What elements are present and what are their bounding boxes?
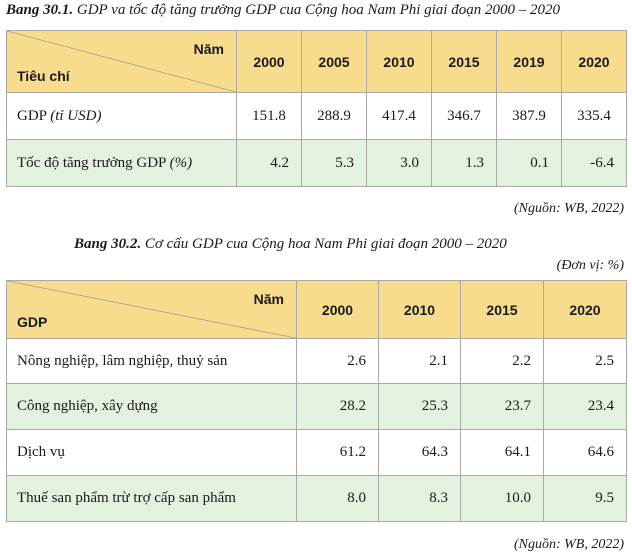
table-row: Nông nghiệp, lâm nghiệp, thuỷ sản 2.6 2.… xyxy=(6,338,627,384)
diagonal-divider xyxy=(7,281,296,338)
table-cell: 64.1 xyxy=(460,429,544,476)
row-label-text: Tốc độ tăng trưởng GDP xyxy=(17,154,170,171)
table-row: Tốc độ tăng trưởng GDP (%) 4.2 5.3 3.0 1… xyxy=(6,139,627,187)
row-label: GDP (tỉ USD) xyxy=(6,92,237,140)
table2-corner-cell: Năm GDP xyxy=(6,280,297,339)
table-cell: 1.3 xyxy=(431,139,497,187)
table-cell: 64.3 xyxy=(378,429,461,476)
table2-source: (Nguồn: WB, 2022) xyxy=(513,537,624,552)
table-cell: -6.4 xyxy=(561,139,627,187)
table-cell: 151.8 xyxy=(236,92,302,140)
table-cell: 3.0 xyxy=(366,139,432,187)
table2: Năm GDP 2000 2010 2015 2020 Nông nghiệp,… xyxy=(6,280,627,522)
row-label: Nông nghiệp, lâm nghiệp, thuỷ sản xyxy=(6,338,297,384)
table1-corner-year-label: Năm xyxy=(193,41,224,57)
row-label: Tốc độ tăng trưởng GDP (%) xyxy=(6,139,237,187)
table-cell: 8.3 xyxy=(378,475,461,522)
table-cell: 8.0 xyxy=(296,475,379,522)
table1-year-header: 2019 xyxy=(496,30,562,93)
row-label-text: GDP xyxy=(17,107,51,124)
table1-caption: Bang 30.1. GDP va tốc độ tăng trưởng GDP… xyxy=(6,2,560,19)
table1: Năm Tiêu chí 2000 2005 2010 2015 2019 20… xyxy=(6,30,627,187)
table-cell: 387.9 xyxy=(496,92,562,140)
row-label: Dịch vụ xyxy=(6,429,297,476)
row-label: Công nghiệp, xây dựng xyxy=(6,383,297,430)
table2-corner-year-label: Năm xyxy=(253,291,284,307)
table-row: Thuế san phẩm trừ trợ cấp san phẩm 8.0 8… xyxy=(6,475,627,522)
table1-caption-number: Bang 30.1. xyxy=(6,2,74,18)
table1-year-header: 2015 xyxy=(431,30,497,93)
table2-year-header: 2000 xyxy=(296,280,379,339)
table-row: Công nghiệp, xây dựng 28.2 25.3 23.7 23.… xyxy=(6,383,627,430)
table-cell: 0.1 xyxy=(496,139,562,187)
table-cell: 28.2 xyxy=(296,383,379,430)
table1-corner-cell: Năm Tiêu chí xyxy=(6,30,237,93)
table1-year-header: 2005 xyxy=(301,30,367,93)
table-cell: 2.6 xyxy=(296,338,379,384)
table2-caption-text: Cơ cấu GDP cua Cộng hoa Nam Phi giai đoạ… xyxy=(141,236,507,252)
table2-header-row: Năm GDP 2000 2010 2015 2020 xyxy=(6,280,627,339)
table2-unit: (Đơn vị: %) xyxy=(556,258,624,273)
table-cell: 23.4 xyxy=(543,383,627,430)
table-cell: 61.2 xyxy=(296,429,379,476)
table2-year-header: 2020 xyxy=(543,280,627,339)
table-cell: 417.4 xyxy=(366,92,432,140)
table-cell: 4.2 xyxy=(236,139,302,187)
table-cell: 2.2 xyxy=(460,338,544,384)
table1-year-header: 2000 xyxy=(236,30,302,93)
table-cell: 9.5 xyxy=(543,475,627,522)
diagonal-divider xyxy=(7,31,236,92)
table2-caption: Bang 30.2. Cơ cấu GDP cua Cộng hoa Nam P… xyxy=(74,236,507,253)
table1-header-row: Năm Tiêu chí 2000 2005 2010 2015 2019 20… xyxy=(6,30,627,93)
table1-source: (Nguồn: WB, 2022) xyxy=(513,201,624,216)
table-cell: 335.4 xyxy=(561,92,627,140)
row-label: Thuế san phẩm trừ trợ cấp san phẩm xyxy=(6,475,297,522)
table-cell: 5.3 xyxy=(301,139,367,187)
table2-caption-number: Bang 30.2. xyxy=(74,236,142,252)
table1-caption-text: GDP va tốc độ tăng trưởng GDP cua Cộng h… xyxy=(73,2,560,18)
table-row: GDP (tỉ USD) 151.8 288.9 417.4 346.7 387… xyxy=(6,92,627,140)
table-cell: 2.1 xyxy=(378,338,461,384)
table2-year-header: 2010 xyxy=(378,280,461,339)
table1-year-header: 2010 xyxy=(366,30,432,93)
table-cell: 64.6 xyxy=(543,429,627,476)
table-cell: 23.7 xyxy=(460,383,544,430)
table-row: Dịch vụ 61.2 64.3 64.1 64.6 xyxy=(6,429,627,476)
table-cell: 288.9 xyxy=(301,92,367,140)
table2-corner-gdp-label: GDP xyxy=(17,314,48,330)
table1-year-header: 2020 xyxy=(561,30,627,93)
table-cell: 10.0 xyxy=(460,475,544,522)
table-cell: 25.3 xyxy=(378,383,461,430)
row-label-unit: (tỉ USD) xyxy=(50,107,102,124)
table2-year-header: 2015 xyxy=(460,280,544,339)
row-label-unit: (%) xyxy=(169,154,193,171)
table-cell: 346.7 xyxy=(431,92,497,140)
table1-corner-criteria-label: Tiêu chí xyxy=(17,68,70,84)
table-cell: 2.5 xyxy=(543,338,627,384)
